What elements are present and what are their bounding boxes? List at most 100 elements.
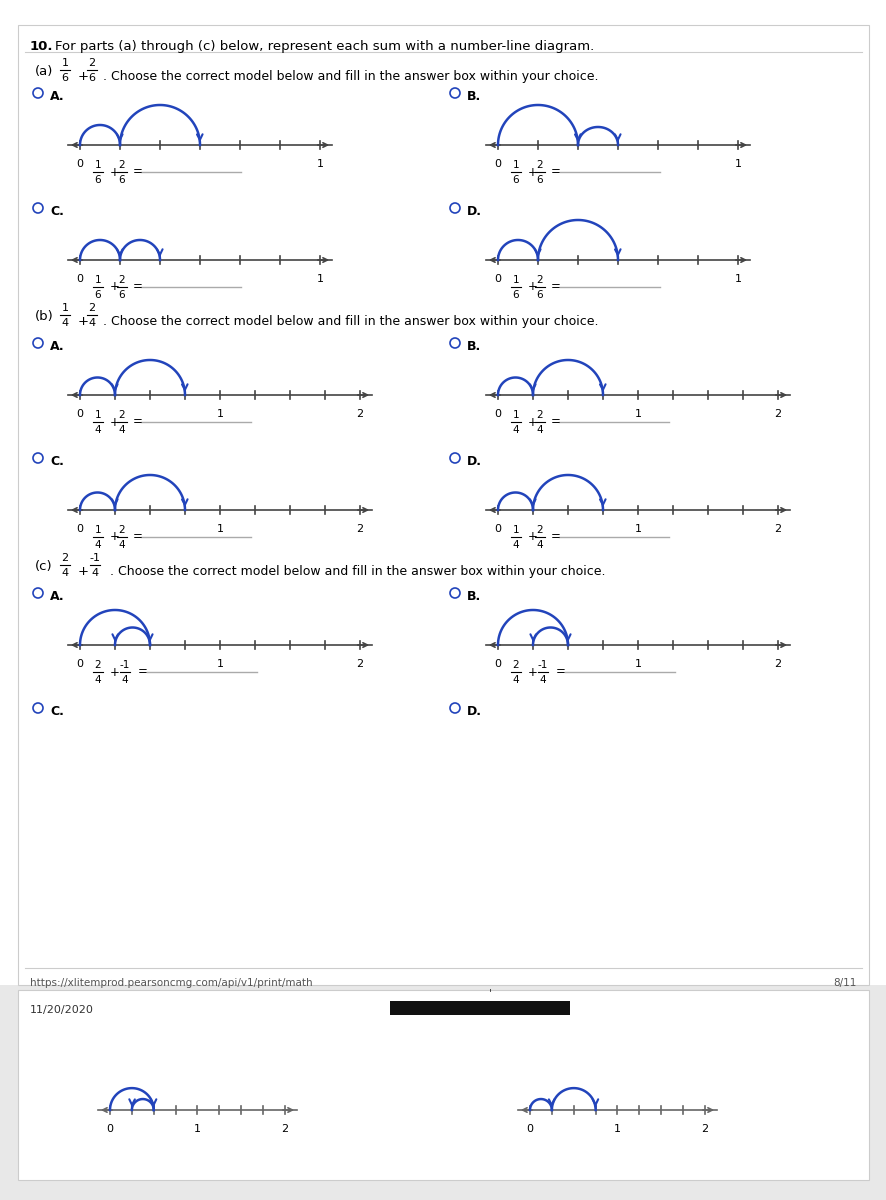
Text: =: =: [133, 415, 143, 428]
Text: A.: A.: [50, 340, 65, 353]
Text: 4: 4: [91, 568, 98, 578]
Text: 6: 6: [119, 175, 125, 185]
Text: 6: 6: [536, 175, 543, 185]
Text: +: +: [527, 281, 537, 294]
Text: 1: 1: [95, 526, 101, 535]
Text: 2: 2: [773, 524, 781, 534]
Text: 2: 2: [536, 275, 543, 284]
Text: 4: 4: [512, 674, 518, 685]
Text: 4: 4: [95, 540, 101, 550]
Text: 0: 0: [76, 524, 83, 534]
Text: 0: 0: [494, 158, 501, 169]
Text: 6: 6: [61, 73, 68, 83]
Text: 4: 4: [539, 674, 546, 685]
Text: 2: 2: [89, 302, 96, 313]
Text: 2: 2: [356, 659, 363, 670]
Text: 1: 1: [734, 274, 741, 284]
Text: . Choose the correct model below and fill in the answer box within your choice.: . Choose the correct model below and fil…: [103, 70, 598, 83]
Text: B.: B.: [466, 590, 481, 602]
Text: D.: D.: [466, 455, 481, 468]
Text: B.: B.: [466, 340, 481, 353]
Text: https://xlitemprod.pearsoncmg.com/api/v1/print/math: https://xlitemprod.pearsoncmg.com/api/v1…: [30, 978, 312, 988]
Text: 1: 1: [61, 58, 68, 68]
Text: 1: 1: [216, 409, 223, 419]
Text: =: =: [138, 666, 148, 678]
Text: 0: 0: [494, 524, 501, 534]
Text: 8/11: 8/11: [833, 978, 856, 988]
Text: C.: C.: [50, 704, 64, 718]
Text: 1: 1: [95, 410, 101, 420]
Text: D.: D.: [466, 704, 481, 718]
Text: 2: 2: [281, 1124, 288, 1134]
Text: 1: 1: [734, 158, 741, 169]
Text: 4: 4: [512, 540, 518, 550]
Text: 0: 0: [494, 274, 501, 284]
Text: 2: 2: [356, 524, 363, 534]
Text: 0: 0: [106, 1124, 113, 1134]
Text: 6: 6: [536, 290, 543, 300]
Text: ': ': [488, 988, 491, 998]
Bar: [0, 985, 886, 1200]
Text: 6: 6: [512, 175, 518, 185]
Text: 6: 6: [119, 290, 125, 300]
Text: -1: -1: [120, 660, 130, 670]
Text: 2: 2: [701, 1124, 708, 1134]
Text: (a): (a): [35, 65, 53, 78]
Text: +: +: [527, 166, 537, 179]
Text: C.: C.: [50, 455, 64, 468]
Text: -1: -1: [89, 553, 100, 563]
Text: 2: 2: [773, 659, 781, 670]
Text: A.: A.: [50, 90, 65, 103]
Text: =: =: [550, 281, 560, 294]
Text: 2: 2: [119, 160, 125, 170]
Bar: [390, 1001, 570, 1015]
Text: 2: 2: [536, 410, 543, 420]
Text: 1: 1: [633, 409, 641, 419]
Text: +: +: [110, 166, 120, 179]
Text: . Choose the correct model below and fill in the answer box within your choice.: . Choose the correct model below and fil…: [103, 314, 598, 328]
Text: 2: 2: [536, 526, 543, 535]
Text: 1: 1: [613, 1124, 620, 1134]
Text: 10.: 10.: [30, 40, 53, 53]
Text: (c): (c): [35, 560, 52, 572]
Text: 6: 6: [512, 290, 518, 300]
Text: 2: 2: [95, 660, 101, 670]
Text: 1: 1: [512, 275, 518, 284]
Text: =: =: [133, 530, 143, 544]
Text: 2: 2: [773, 409, 781, 419]
Text: +: +: [78, 314, 89, 328]
Text: 1: 1: [95, 160, 101, 170]
Text: +: +: [110, 415, 120, 428]
Text: C.: C.: [50, 205, 64, 218]
Text: 1: 1: [512, 410, 518, 420]
Text: =: =: [550, 415, 560, 428]
Text: 2: 2: [536, 160, 543, 170]
Text: +: +: [527, 666, 537, 678]
Text: 1: 1: [512, 526, 518, 535]
Text: +: +: [78, 70, 89, 83]
Text: +: +: [110, 281, 120, 294]
Text: 4: 4: [61, 318, 68, 328]
Text: =: =: [550, 530, 560, 544]
Text: =: =: [550, 166, 560, 179]
Text: 0: 0: [76, 659, 83, 670]
Text: 6: 6: [95, 175, 101, 185]
Text: D.: D.: [466, 205, 481, 218]
Text: 1: 1: [95, 275, 101, 284]
Text: 4: 4: [536, 425, 543, 434]
Text: =: =: [556, 666, 565, 678]
Text: 0: 0: [76, 274, 83, 284]
Text: 6: 6: [89, 73, 96, 83]
Text: 1: 1: [633, 659, 641, 670]
Text: 4: 4: [536, 540, 543, 550]
Text: B.: B.: [466, 90, 481, 103]
Bar: [18, 990, 868, 1180]
Text: 4: 4: [61, 568, 68, 578]
Text: 1: 1: [194, 1124, 201, 1134]
Text: 2: 2: [61, 553, 68, 563]
Bar: [18, 25, 868, 985]
Text: 4: 4: [89, 318, 96, 328]
Text: +: +: [78, 565, 89, 578]
Text: . Choose the correct model below and fill in the answer box within your choice.: . Choose the correct model below and fil…: [110, 565, 605, 578]
Text: 2: 2: [119, 410, 125, 420]
